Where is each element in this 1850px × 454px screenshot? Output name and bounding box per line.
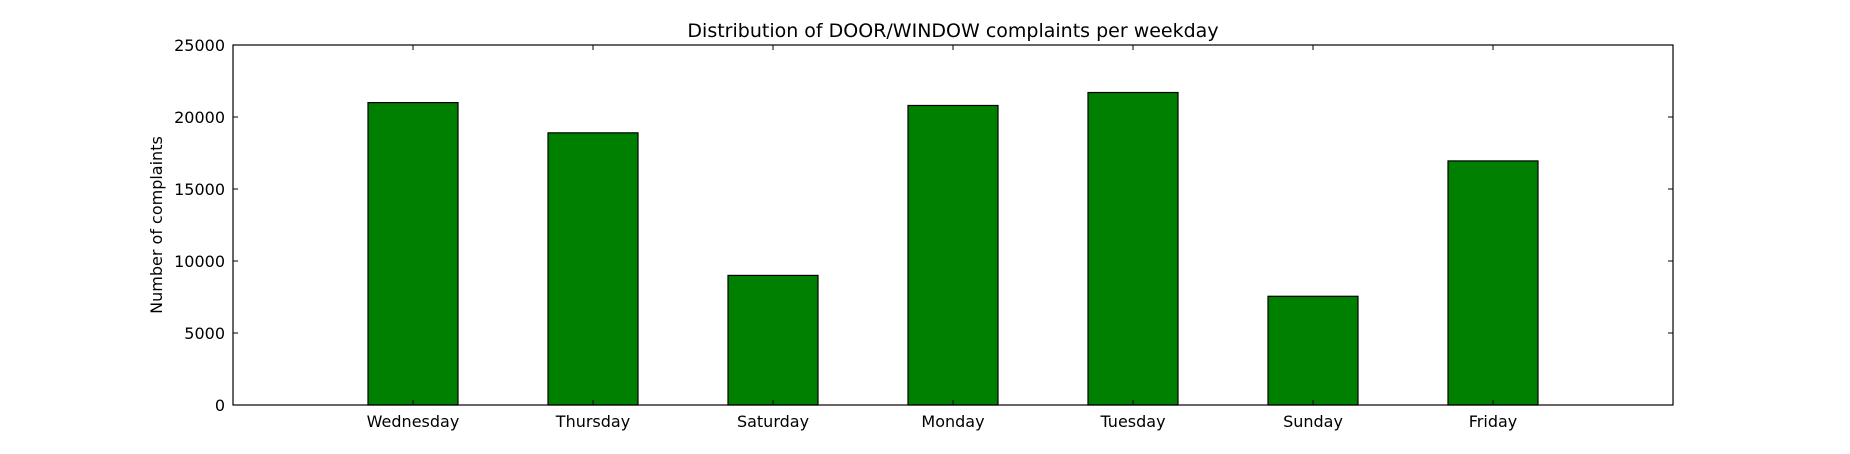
plot-frame xyxy=(232,44,1674,406)
x-tick-label: Friday xyxy=(1469,412,1518,431)
x-tick-label: Sunday xyxy=(1283,412,1343,431)
bars-group xyxy=(367,91,1539,406)
y-tick-label: 5000 xyxy=(184,324,225,343)
bar-wednesday xyxy=(367,101,459,406)
bar-thursday xyxy=(547,132,639,406)
y-axis-label: Number of complaints xyxy=(147,136,166,314)
x-tick-label: Tuesday xyxy=(1099,412,1165,431)
y-tick-label: 10000 xyxy=(174,252,225,271)
y-tick-label: 25000 xyxy=(174,36,225,55)
x-tick-label: Thursday xyxy=(555,412,630,431)
y-tick-label: 0 xyxy=(215,396,225,415)
x-tick-label: Saturday xyxy=(737,412,809,431)
bar-saturday xyxy=(727,274,819,406)
x-tick-label: Monday xyxy=(921,412,984,431)
y-tick-label: 15000 xyxy=(174,180,225,199)
bar-sunday xyxy=(1267,295,1359,406)
bar-tuesday xyxy=(1087,91,1179,406)
tick-labels-group: Wednesday Thursday Saturday Monday Tuesday Su… xyxy=(174,36,1517,431)
chart-title: Distribution of DOOR/WINDOW complaints p… xyxy=(687,20,1218,42)
x-tick-label: Wednesday xyxy=(367,412,460,431)
y-tick-label: 20000 xyxy=(174,108,225,127)
bar-monday xyxy=(907,104,999,406)
bar-friday xyxy=(1447,160,1539,406)
